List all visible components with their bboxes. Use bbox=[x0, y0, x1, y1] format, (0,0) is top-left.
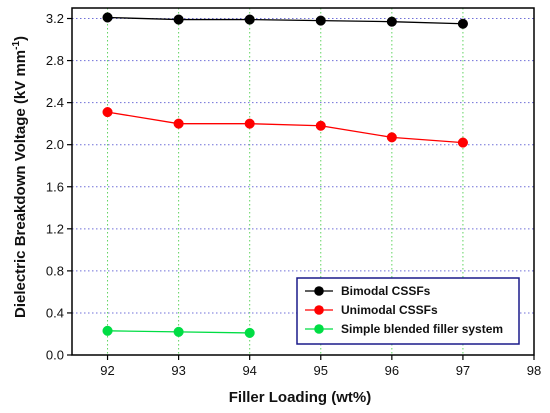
series-3-point bbox=[102, 325, 113, 336]
x-tick-label: 93 bbox=[171, 363, 185, 378]
series-3-point bbox=[244, 327, 255, 338]
series-line-2 bbox=[107, 111, 463, 144]
series-1-point bbox=[457, 18, 468, 29]
y-tick-label: 2.0 bbox=[46, 137, 64, 152]
x-tick-label: 92 bbox=[100, 363, 114, 378]
y-tick-label: 2.4 bbox=[46, 95, 64, 110]
plot-frame bbox=[71, 7, 535, 356]
x-tick-label: 96 bbox=[385, 363, 399, 378]
legend-marker-1 bbox=[314, 286, 324, 296]
x-tick-label: 98 bbox=[527, 363, 541, 378]
y-tick-label: 3.2 bbox=[46, 11, 64, 26]
y-tick-label: 1.2 bbox=[46, 221, 64, 236]
series-1-point bbox=[173, 14, 184, 25]
y-tick-label: 0.0 bbox=[46, 348, 64, 363]
y-tick-label: 1.6 bbox=[46, 179, 64, 194]
legend: Bimodal CSSFs Unimodal CSSFs Simple blende… bbox=[296, 277, 520, 345]
series-line-1 bbox=[107, 16, 463, 25]
series-2-point bbox=[244, 118, 255, 129]
series-layer bbox=[102, 12, 468, 338]
x-tick-label: 94 bbox=[242, 363, 256, 378]
ticks-layer: 92 93 94 95 96 97 98 0.0 0.4 0.8 1.2 1.6 2.0 2.4 2.8 3.… bbox=[46, 11, 541, 378]
legend-marker-3 bbox=[314, 324, 324, 334]
y-axis-title: Dielectric Breakdown Voltage (kV mm-1) bbox=[11, 36, 29, 318]
series-2-point bbox=[386, 132, 397, 143]
series-1-point bbox=[386, 16, 397, 27]
series-2-point bbox=[315, 120, 326, 131]
x-tick-label: 97 bbox=[456, 363, 470, 378]
series-1-point bbox=[244, 14, 255, 25]
legend-label-2: Unimodal CSSFs bbox=[341, 303, 438, 317]
legend-label-1: Bimodal CSSFs bbox=[341, 284, 431, 298]
legend-marker-2 bbox=[314, 305, 324, 315]
legend-label-3: Simple blended filler system bbox=[341, 322, 503, 336]
series-2-point bbox=[173, 118, 184, 129]
y-tick-label: 0.8 bbox=[46, 263, 64, 278]
y-axis-title-main: Dielectric Breakdown Voltage (kV mm bbox=[12, 50, 29, 318]
series-3-point bbox=[173, 326, 184, 337]
y-tick-label: 0.4 bbox=[46, 305, 64, 320]
series-2-point bbox=[457, 137, 468, 148]
x-tick-label: 95 bbox=[314, 363, 328, 378]
x-axis-title: Filler Loading (wt%) bbox=[229, 389, 372, 406]
y-axis-title-close: ) bbox=[12, 36, 29, 41]
series-1-point bbox=[315, 15, 326, 26]
legend-box bbox=[296, 277, 520, 345]
y-tick-label: 2.8 bbox=[46, 53, 64, 68]
axes-layer bbox=[71, 7, 535, 356]
series-2-point bbox=[102, 107, 113, 118]
series-1-point bbox=[102, 12, 113, 23]
y-axis-title-superscript: -1 bbox=[11, 41, 22, 50]
